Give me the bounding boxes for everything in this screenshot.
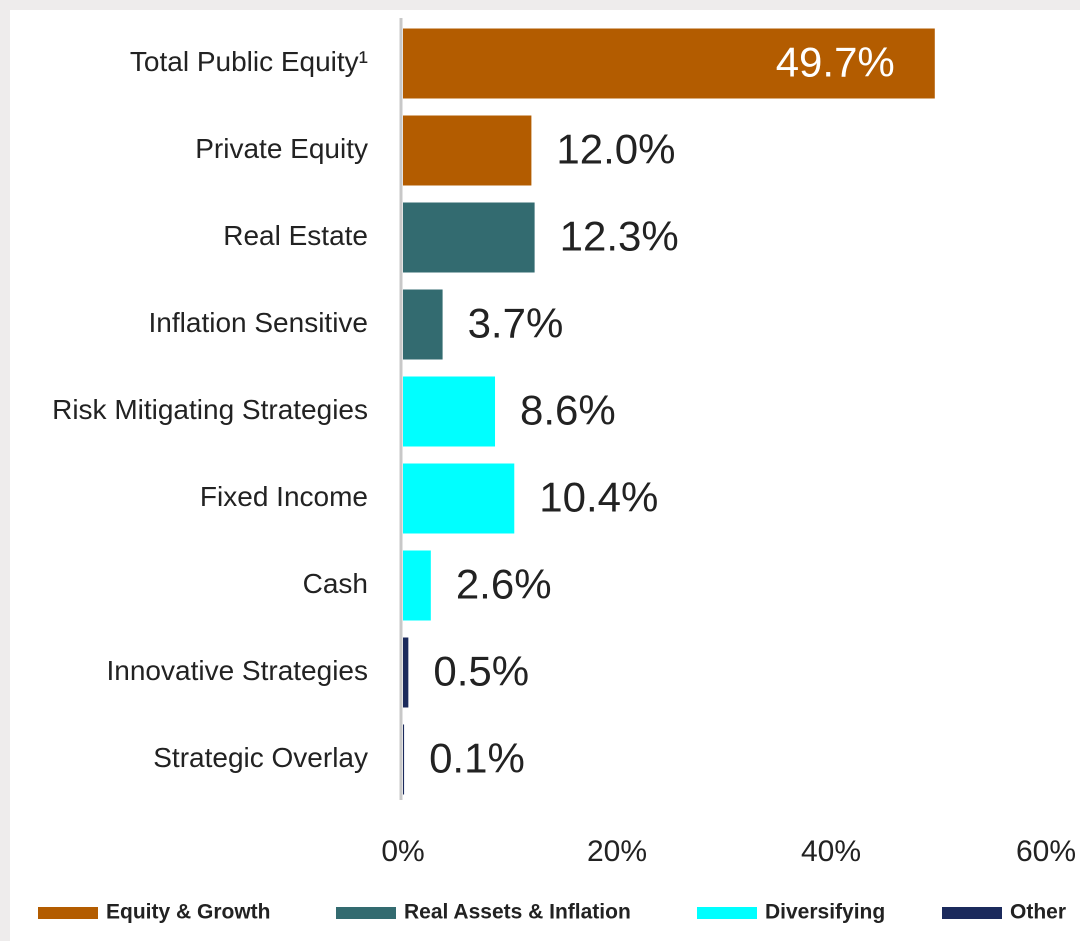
value-label: 12.0% — [556, 126, 675, 173]
panel — [10, 10, 1080, 941]
value-label: 8.6% — [520, 387, 616, 434]
category-label: Real Estate — [223, 220, 368, 251]
value-label: 49.7% — [776, 39, 895, 86]
bar — [403, 289, 443, 360]
bar — [403, 724, 405, 795]
legend-label: Equity & Growth — [106, 901, 271, 924]
x-tick-label: 60% — [1016, 835, 1076, 868]
x-tick-label: 20% — [587, 835, 647, 868]
legend-label: Real Assets & Inflation — [404, 901, 631, 924]
category-label: Risk Mitigating Strategies — [52, 394, 368, 425]
value-label: 12.3% — [560, 213, 679, 260]
category-label: Private Equity — [195, 133, 368, 164]
legend-label: Other — [1010, 901, 1066, 924]
category-label: Strategic Overlay — [153, 742, 368, 773]
category-label: Total Public Equity¹ — [130, 46, 368, 77]
category-label: Innovative Strategies — [107, 655, 369, 686]
bar — [403, 202, 535, 273]
value-label: 0.1% — [429, 735, 525, 782]
value-label: 3.7% — [468, 300, 564, 347]
category-label: Cash — [303, 568, 368, 599]
bar — [403, 637, 409, 708]
category-label: Fixed Income — [200, 481, 368, 512]
value-label: 10.4% — [539, 474, 658, 521]
value-label: 2.6% — [456, 561, 552, 608]
x-tick-label: 40% — [801, 835, 861, 868]
bar — [403, 376, 496, 447]
legend-swatch — [336, 907, 396, 919]
x-tick-label: 0% — [381, 835, 424, 868]
category-label: Inflation Sensitive — [149, 307, 368, 338]
value-label: 0.5% — [433, 648, 529, 695]
bar — [403, 463, 515, 534]
legend-label: Diversifying — [765, 901, 885, 924]
legend-swatch — [38, 907, 98, 919]
bar — [403, 115, 532, 186]
bar — [403, 550, 431, 621]
legend-swatch — [942, 907, 1002, 919]
bar — [403, 28, 935, 99]
legend-swatch — [697, 907, 757, 919]
